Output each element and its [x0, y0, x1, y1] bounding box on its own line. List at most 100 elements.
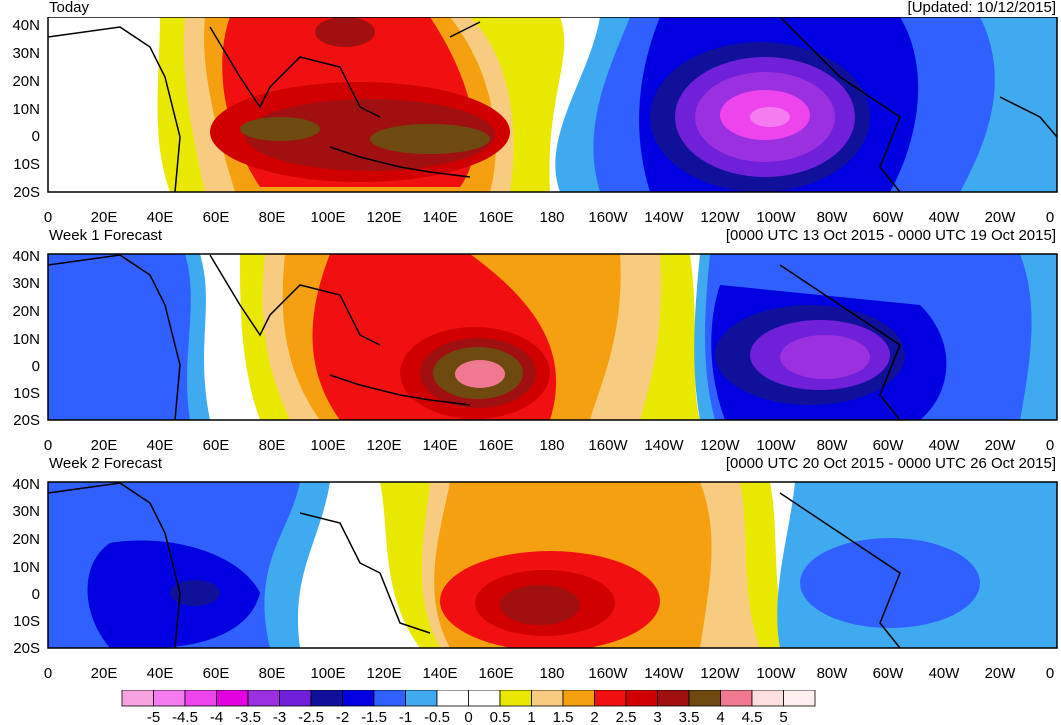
panel-date-info: [0000 UTC 20 Oct 2015 - 0000 UTC 26 Oct … — [725, 455, 1056, 472]
colorbar-swatch — [436, 690, 469, 707]
colorbar-swatch — [216, 690, 249, 707]
lat-label: 40N — [12, 476, 40, 493]
lon-label: 20W — [985, 209, 1017, 226]
colorbar-swatch — [342, 690, 375, 707]
lon-label: 0 — [1046, 665, 1054, 682]
colorbar-tick-label: 4 — [716, 709, 724, 725]
lon-label: 20W — [985, 665, 1017, 682]
lon-label: 120W — [700, 437, 740, 454]
lon-label: 80W — [817, 437, 849, 454]
lat-label: 10N — [12, 559, 40, 576]
colorbar-swatch — [657, 690, 690, 707]
colorbar-tick-label: -3.5 — [235, 709, 261, 725]
panel-today: Today [Updated: 10/12/2015] — [0, 0, 1061, 230]
colorbar-tick-label: 4.5 — [742, 709, 763, 725]
lon-label: 100W — [756, 209, 796, 226]
colorbar-swatch — [625, 690, 658, 707]
colorbar-tick-label: 3.5 — [679, 709, 700, 725]
lat-label: 30N — [12, 275, 40, 292]
lat-label: 20N — [12, 303, 40, 320]
colorbar-swatch — [531, 690, 564, 707]
lat-label: 0 — [32, 586, 40, 603]
lat-label: 20S — [13, 412, 40, 429]
colorbar-tick-label: -3 — [273, 709, 286, 725]
lon-label: 20W — [985, 437, 1017, 454]
map-panel-2: 40N 30N 20N 10N 0 10S 20S 0 20E 40E 60E … — [12, 248, 1058, 454]
colorbar-tick-label: 5 — [779, 709, 787, 725]
lon-label: 160W — [588, 665, 628, 682]
lon-label: 180 — [539, 665, 564, 682]
lat-label: 20N — [12, 73, 40, 90]
lon-label: 140E — [422, 437, 457, 454]
lon-label: 100W — [756, 665, 796, 682]
lat-label: 20S — [13, 640, 40, 657]
lon-label: 20E — [91, 209, 118, 226]
lon-label: 160E — [478, 665, 513, 682]
map-panel-3: 40N 30N 20N 10N 0 10S 20S 0 20E 40E 60E … — [12, 476, 1058, 682]
colorbar-swatch — [153, 690, 186, 707]
lat-label: 10N — [12, 331, 40, 348]
lat-label: 20N — [12, 531, 40, 548]
lat-label: 10S — [13, 156, 40, 173]
lon-label: 160E — [478, 209, 513, 226]
colorbar-swatch — [405, 690, 438, 707]
lon-label: 140W — [644, 437, 684, 454]
lat-label: 20S — [13, 184, 40, 201]
coastlines — [48, 254, 901, 420]
colorbar-tick-label: -4.5 — [172, 709, 198, 725]
lon-label: 0 — [44, 209, 52, 226]
lon-label: 80W — [817, 209, 849, 226]
lat-label: 30N — [12, 45, 40, 62]
panel-week2: Week 2 Forecast [0000 UTC 20 Oct 2015 - … — [0, 456, 1061, 686]
colorbar-tick-label: -1.5 — [361, 709, 387, 725]
lon-label: 80E — [259, 437, 286, 454]
lon-label: 100E — [310, 665, 345, 682]
coastlines — [48, 482, 901, 648]
lon-label: 40W — [929, 665, 961, 682]
lon-label: 120W — [700, 665, 740, 682]
colorbar-swatch — [373, 690, 406, 707]
lon-label: 160W — [588, 209, 628, 226]
panel-title: Week 1 Forecast — [49, 227, 163, 244]
lat-label: 30N — [12, 503, 40, 520]
coastlines — [48, 17, 1057, 192]
colorbar-tick-label: -2 — [336, 709, 349, 725]
colorbar-swatch — [247, 690, 280, 707]
colorbar-tick-label: -2.5 — [298, 709, 324, 725]
lat-label: 10S — [13, 385, 40, 402]
lat-label: 10S — [13, 613, 40, 630]
lon-label: 60E — [203, 665, 230, 682]
lon-label: 60E — [203, 209, 230, 226]
lat-label: 40N — [12, 17, 40, 34]
lon-label: 100E — [310, 209, 345, 226]
lon-label: 80E — [259, 665, 286, 682]
lon-label: 140E — [422, 209, 457, 226]
colorbar-swatch — [310, 690, 343, 707]
lon-label: 40E — [147, 665, 174, 682]
colorbar-tick-label: -5 — [147, 709, 160, 725]
colorbar-swatch — [720, 690, 753, 707]
lat-label: 0 — [32, 358, 40, 375]
lon-label: 60W — [873, 209, 905, 226]
colorbar-swatch — [121, 690, 154, 707]
panel-title: Week 2 Forecast — [49, 455, 163, 472]
lon-label: 40W — [929, 437, 961, 454]
lon-label: 120W — [700, 209, 740, 226]
lon-label: 180 — [539, 209, 564, 226]
lon-label: 60E — [203, 437, 230, 454]
colorbar-tick-label: 3 — [653, 709, 661, 725]
colorbar-tick-label: 0 — [464, 709, 472, 725]
lat-label: 40N — [12, 248, 40, 265]
lon-label: 120E — [366, 437, 401, 454]
colorbar-tick-label: 1.5 — [553, 709, 574, 725]
lon-label: 80W — [817, 665, 849, 682]
lon-label: 20E — [91, 437, 118, 454]
colorbar-labels: -5 -4.5 -4 -3.5 -3 -2.5 -2 -1.5 -1 -0.5 0 0.5 1 1.5 2 2… — [147, 709, 788, 725]
lon-label: 0 — [1046, 437, 1054, 454]
lat-label: 0 — [32, 128, 40, 145]
colorbar-tick-label: -4 — [210, 709, 223, 725]
lon-label: 140E — [422, 665, 457, 682]
colorbar-swatch — [184, 690, 217, 707]
colorbar-swatch — [468, 690, 501, 707]
colorbar-swatch — [751, 690, 784, 707]
